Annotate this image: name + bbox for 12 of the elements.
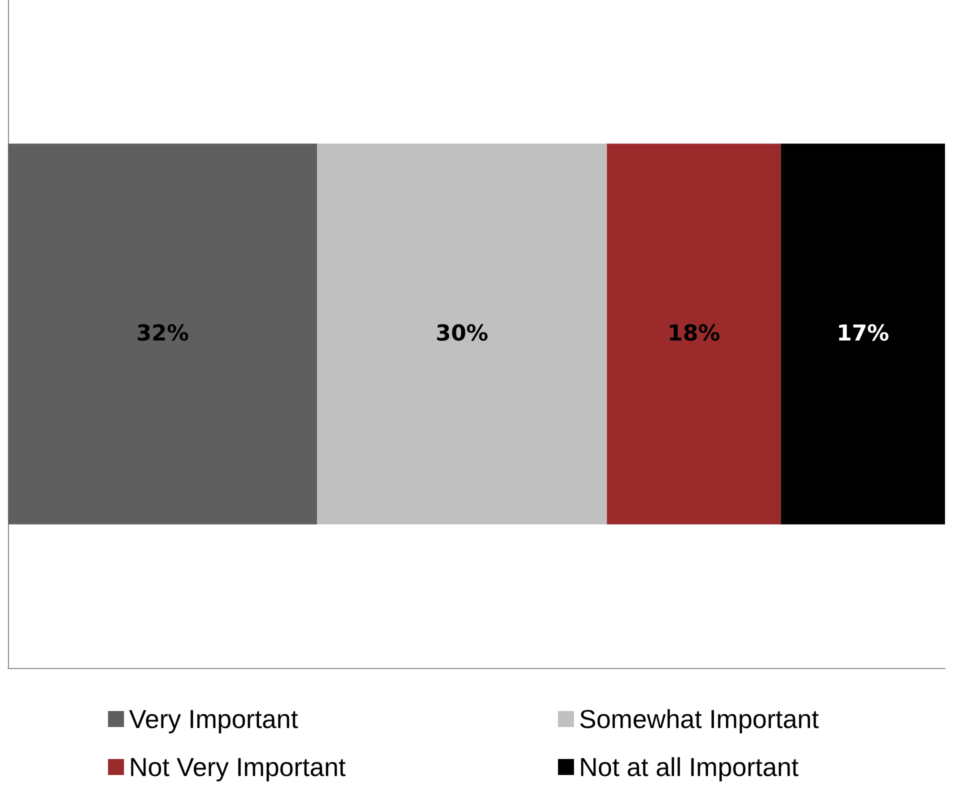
data-label: 17% xyxy=(836,322,890,346)
bar xyxy=(317,144,607,524)
legend-label: Not Very Important xyxy=(129,752,347,782)
legend-label: Very Important xyxy=(129,704,299,734)
bar xyxy=(8,144,318,524)
bar xyxy=(606,144,781,524)
bar xyxy=(780,144,945,524)
data-label: 18% xyxy=(668,322,720,346)
data-label: 32% xyxy=(136,322,189,346)
legend-label: Somewhat Important xyxy=(579,704,820,734)
legend-label: Not at all Important xyxy=(579,752,800,782)
data-label: 30% xyxy=(436,322,488,346)
